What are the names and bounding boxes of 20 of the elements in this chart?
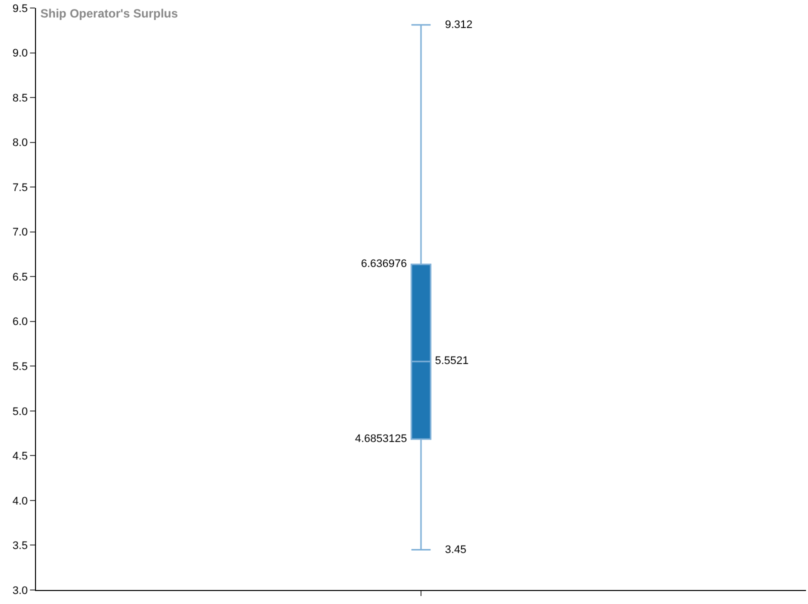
chart-title: Ship Operator's Surplus (40, 6, 178, 20)
y-tick-label: 6.5 (12, 271, 28, 284)
y-tick-label: 9.5 (12, 2, 28, 15)
annotation: 3.45 (445, 544, 466, 556)
y-tick-label: 8.5 (12, 92, 28, 104)
annotation: 9.312 (445, 19, 473, 31)
y-tick-label: 4.5 (12, 450, 28, 463)
annotation: 6.636976 (361, 258, 407, 270)
annotation: 5.5521 (435, 355, 469, 367)
y-tick-label: 4.0 (12, 495, 28, 508)
y-tick-label: 5.5 (12, 361, 28, 373)
y-tick-label: 8.0 (12, 137, 28, 150)
y-tick-label: 9.0 (12, 48, 28, 60)
annotation: 4.6853125 (355, 433, 407, 445)
y-tick-label: 7.5 (12, 182, 28, 194)
y-tick-label: 3.5 (12, 540, 28, 552)
y-tick-label: 3.0 (12, 584, 28, 597)
y-tick-label: 7.0 (12, 226, 28, 239)
y-tick-label: 6.0 (12, 316, 28, 328)
y-tick-label: 5.0 (12, 406, 28, 418)
